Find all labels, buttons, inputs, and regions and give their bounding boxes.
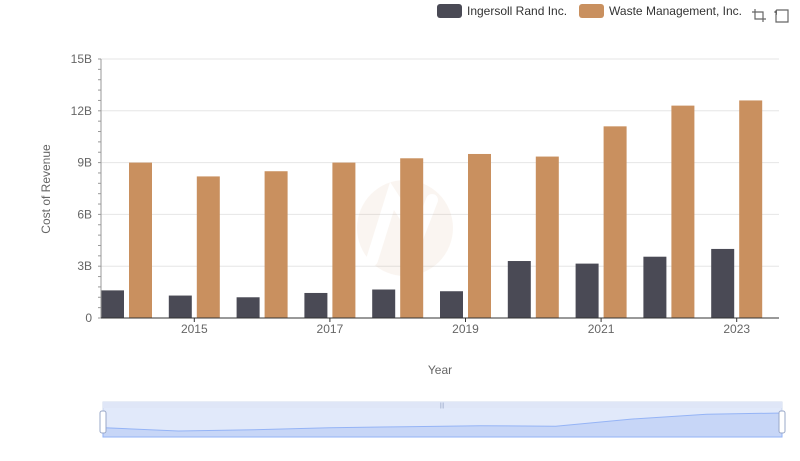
data-zoom-slider[interactable]: ||| [99,401,786,438]
y-tick-label: 3B [77,259,92,273]
x-tick-label: 2017 [317,322,344,336]
data-zoom-top-bar[interactable] [103,402,782,408]
legend-item-ingersoll-rand[interactable]: Ingersoll Rand Inc. [436,4,568,18]
x-tick-label: 2019 [452,322,479,336]
x-tick-label: 2023 [723,322,750,336]
data-zoom-selection[interactable] [103,408,782,437]
y-axis-ticks: 0 3B 6B 9B 12B 15B [71,52,93,325]
bar-2023-0[interactable] [711,248,735,318]
bar-2022-1[interactable] [671,105,695,319]
bar-2016-1[interactable] [264,171,288,318]
legend-label: Ingersoll Rand Inc. [466,4,568,18]
data-zoom-handle-right[interactable] [778,410,786,434]
x-tick-label: 2015 [181,322,208,336]
y-tick-label: 9B [77,156,92,170]
legend-item-waste-management[interactable]: Waste Management, Inc. [579,4,742,18]
bar-2014-1[interactable] [129,162,152,318]
x-axis-ticks: 2015 2017 2019 2021 2023 [181,318,750,336]
restore-icon[interactable] [773,7,789,23]
y-tick-label: 15B [71,52,92,66]
bar-2018-1[interactable] [400,158,424,318]
bar-2016-0[interactable] [236,297,260,318]
bar-2019-0[interactable] [440,291,463,318]
bar-2017-0[interactable] [304,292,328,318]
legend-swatch [579,4,605,18]
legend-swatch [436,4,462,18]
bar-2022-0[interactable] [643,256,667,318]
y-tick-label: 12B [71,104,92,118]
bar-2017-1[interactable] [332,162,356,318]
data-zoom-handle-left[interactable] [99,410,107,434]
bar-2020-0[interactable] [507,261,531,318]
bar-2018-0[interactable] [372,289,396,318]
bar-2021-0[interactable] [575,263,599,318]
y-tick-label: 6B [77,207,92,221]
axes [100,59,779,319]
legend: Ingersoll Rand Inc. Waste Management, In… [425,4,742,18]
y-axis-title: Cost of Revenue [39,144,53,234]
y-tick-label: 0 [85,311,92,325]
bar-2015-1[interactable] [196,176,220,318]
x-tick-label: 2021 [588,322,615,336]
data-zoom-grip-icon: ||| [440,403,445,409]
toolbox [751,7,789,23]
bar-2023-1[interactable] [739,100,763,318]
zoom-icon[interactable] [751,7,767,23]
bars [101,100,763,319]
x-axis-title: Year [428,363,452,377]
legend-label: Waste Management, Inc. [609,4,742,18]
bar-2021-1[interactable] [603,126,627,318]
bar-2020-1[interactable] [535,156,559,318]
bar-2014-0[interactable] [101,290,124,318]
bar-2015-0[interactable] [168,295,192,318]
bar-2019-1[interactable] [468,153,491,318]
